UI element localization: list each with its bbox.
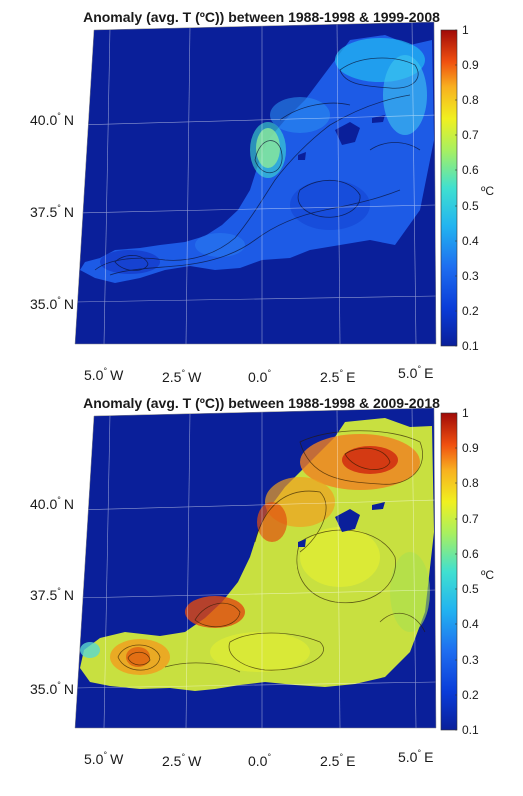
island-mallorca [335, 509, 360, 532]
colorbar-tick-label: 0.8 [462, 93, 479, 107]
anomaly-patch [210, 632, 310, 672]
island-menorca [372, 502, 385, 510]
anomaly-map-2009-2018 [74, 407, 458, 731]
anomaly-patch [250, 122, 286, 178]
colorbar-tick-label: 1 [462, 406, 469, 420]
colorbar-tick-label: 0.1 [462, 723, 479, 737]
contour-lines [117, 430, 426, 673]
island-mallorca [335, 122, 360, 145]
anomaly-patch [195, 233, 245, 257]
anomaly-patch [390, 552, 430, 632]
island-menorca [372, 115, 385, 123]
colorbar-unit: ºC [481, 568, 495, 582]
lon-label: 5.0° W [84, 750, 124, 767]
colorbar-tick-label: 0.6 [462, 547, 479, 561]
colorbar-tick-label: 0.6 [462, 163, 479, 177]
lat-label: 35.0° N [30, 295, 74, 312]
map-title: Anomaly (avg. T (ºC)) between 1988-1998 … [83, 9, 440, 25]
lat-label: 40.0° N [30, 495, 74, 512]
island-ibiza [298, 539, 306, 547]
graticule [75, 22, 436, 344]
colorbar-tick-label: 0.7 [462, 128, 479, 142]
lat-label: 37.5° N [30, 586, 74, 603]
lon-label: 2.5° E [320, 752, 356, 769]
colorbar-tick-label: 0.7 [462, 512, 479, 526]
anomaly-patch [80, 642, 100, 658]
colorbar-ticks [455, 29, 457, 347]
anomaly-patch [185, 596, 245, 628]
colorbar-tick-label: 0.5 [462, 582, 479, 596]
lat-label: 35.0° N [30, 680, 74, 697]
colorbar-tick-label: 0.9 [462, 58, 479, 72]
graticule [75, 408, 436, 728]
lon-label: 5.0° W [84, 366, 124, 383]
island-ibiza [298, 152, 306, 160]
lon-label: 5.0° E [398, 748, 434, 765]
anomaly-patch [126, 647, 150, 667]
colorbar-unit: ºC [481, 184, 495, 198]
anomaly-patch [257, 502, 287, 542]
map-title: Anomaly (avg. T (ºC)) between 1988-1998 … [83, 395, 440, 411]
colorbar-tick-label: 0.3 [462, 653, 479, 667]
lon-label: 0.0° [248, 752, 272, 769]
lon-label: 2.5° E [320, 368, 356, 385]
anomaly-patch [383, 55, 427, 135]
colorbar-tick-label: 1 [462, 23, 469, 37]
map-panel-1999-2008: Anomaly (avg. T (ºC)) between 1988-1998 … [0, 0, 523, 392]
map-frame [74, 407, 437, 729]
colorbar-ticks [455, 412, 457, 731]
anomaly-patch [342, 446, 398, 474]
lat-label: 40.0° N [30, 111, 74, 128]
colorbar-tick-label: 0.8 [462, 476, 479, 490]
anomaly-patch [270, 97, 330, 133]
colorbar-tick-label: 0.1 [462, 339, 479, 353]
colorbar [440, 412, 458, 731]
colorbar-tick-label: 0.5 [462, 199, 479, 213]
colorbar-tick-label: 0.2 [462, 304, 479, 318]
lon-label: 2.5° W [162, 752, 202, 769]
lon-label: 5.0° E [398, 364, 434, 381]
colorbar-tick-label: 0.4 [462, 617, 479, 631]
lon-label: 2.5° W [162, 368, 202, 385]
map-frame [74, 21, 437, 345]
map-panel-2009-2018: Anomaly (avg. T (ºC)) between 1988-1998 … [0, 392, 523, 796]
lat-label: 37.5° N [30, 203, 74, 220]
colorbar-tick-label: 0.9 [462, 441, 479, 455]
colorbar-tick-label: 0.2 [462, 688, 479, 702]
lon-label: 0.0° [248, 368, 272, 385]
anomaly-patch [290, 180, 370, 230]
colorbar-tick-label: 0.4 [462, 234, 479, 248]
colorbar-tick-label: 0.3 [462, 269, 479, 283]
colorbar [440, 29, 458, 347]
anomaly-map-1999-2008 [74, 21, 458, 347]
contour-lines [94, 57, 421, 276]
anomaly-patch [300, 527, 380, 587]
